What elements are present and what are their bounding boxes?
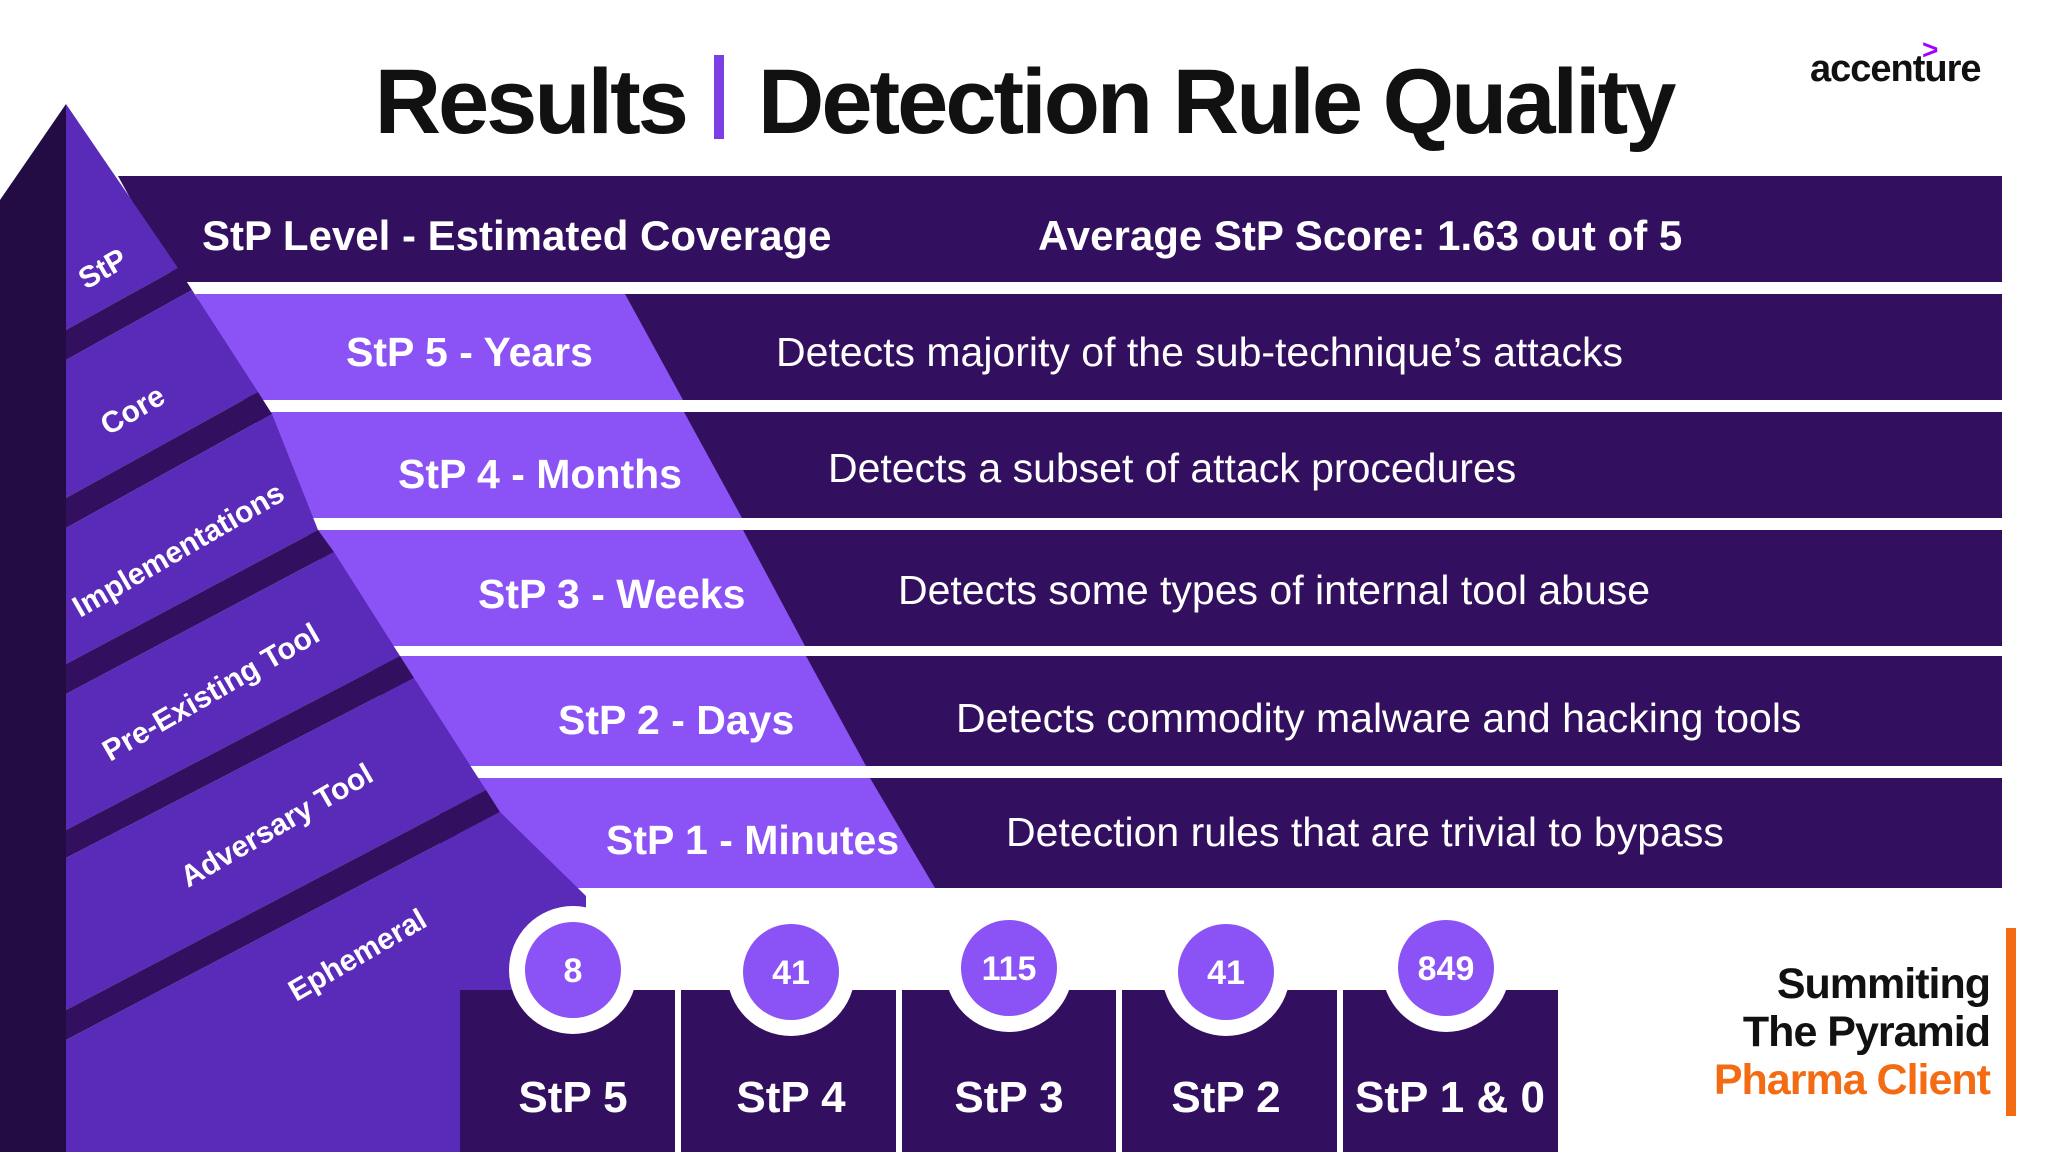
level-3-description: Detects some types of internal tool abus… xyxy=(898,567,1650,613)
title-separator xyxy=(713,55,724,139)
level-row-1-light xyxy=(425,778,935,888)
level-row-5: StP 5 - Years Detects majority of the su… xyxy=(195,294,2002,400)
page-title: Results Detection Rule Quality xyxy=(0,50,2048,160)
count-badge-stp4 xyxy=(743,924,839,1020)
level-row-2: StP 2 - Days Detects commodity malware a… xyxy=(365,656,2002,766)
pyramid-gap-3 xyxy=(66,530,334,694)
pyramid-shadow-side xyxy=(0,104,66,1152)
pyramid-layer-adversary-tool xyxy=(66,678,486,1010)
level-row-3-light xyxy=(305,530,805,646)
count-box-stp1: 849 StP 1 & 0 xyxy=(1343,904,1558,1152)
count-value-stp5: 8 xyxy=(564,952,583,990)
level-row-4: StP 4 - Months Detects a subset of attac… xyxy=(250,412,2002,518)
count-box-stp4: 41 StP 4 xyxy=(681,908,896,1152)
pyramid-shade xyxy=(0,1040,66,1152)
level-row-4-light xyxy=(250,412,742,518)
level-5-description: Detects majority of the sub-technique’s … xyxy=(776,329,1623,375)
count-label-stp2: StP 2 xyxy=(1171,1073,1280,1122)
count-value-stp1: 849 xyxy=(1418,950,1475,988)
count-box-stp2: 41 StP 2 xyxy=(1122,908,1337,1152)
count-box-stp5: 8 StP 5 xyxy=(460,906,675,1152)
level-2-label: StP 2 - Days xyxy=(558,697,794,743)
branding-accent-bar xyxy=(2006,928,2016,1116)
level-5-label: StP 5 - Years xyxy=(346,329,593,375)
count-badge-stp1 xyxy=(1398,920,1494,1016)
level-row-1: StP 1 - Minutes Detection rules that are… xyxy=(425,778,2002,888)
count-label-stp5: StP 5 xyxy=(518,1073,627,1122)
pyramid-gap-4 xyxy=(66,656,414,858)
accenture-logo: > accenture xyxy=(1810,34,1982,91)
pyramid-gap-5 xyxy=(66,790,500,1040)
count-value-stp3: 115 xyxy=(982,950,1037,988)
level-3-label: StP 3 - Weeks xyxy=(478,571,745,617)
logo-text: accenture xyxy=(1810,48,1982,90)
pyramid-layer-pre-existing-tool xyxy=(66,552,400,830)
level-row-2-light xyxy=(365,656,866,766)
count-label-stp3: StP 3 xyxy=(954,1073,1063,1122)
title-right: Detection Rule Quality xyxy=(757,51,1676,153)
pyramid: StP Core Implementations Pre-Existing To… xyxy=(0,104,586,1152)
level-4-label: StP 4 - Months xyxy=(398,451,682,497)
count-box-stp3: 115 StP 3 xyxy=(902,904,1116,1152)
header-row: StP Level - Estimated Coverage Average S… xyxy=(118,176,2002,282)
count-value-stp2: 41 xyxy=(1207,954,1245,992)
count-value-stp4: 41 xyxy=(772,954,810,992)
title-left: Results xyxy=(374,51,689,153)
summiting-branding: Summiting The Pyramid Pharma Client xyxy=(1660,960,1991,1104)
chevron-logo-icon: > xyxy=(1922,34,1938,65)
pyramid-layer-implementations xyxy=(66,414,318,664)
header-row-band xyxy=(118,176,2002,282)
level-1-description: Detection rules that are trivial to bypa… xyxy=(1006,809,1724,855)
level-row-5-light xyxy=(195,294,683,400)
pyramid-layer-ephemeral xyxy=(66,812,586,1152)
level-row-3: StP 3 - Weeks Detects some types of inte… xyxy=(305,530,2002,646)
level-2-description: Detects commodity malware and hacking to… xyxy=(956,695,1801,741)
branding-client: Pharma Client xyxy=(1713,1056,1991,1104)
count-badge-stp5 xyxy=(525,922,621,1018)
pyramid-gap-2 xyxy=(66,392,272,528)
level-1-label: StP 1 - Minutes xyxy=(606,817,899,863)
count-badge-stp3 xyxy=(961,920,1057,1016)
branding-line-2: The Pyramid xyxy=(1742,1008,1991,1056)
header-left-text: StP Level - Estimated Coverage xyxy=(202,212,831,259)
count-badge-stp2 xyxy=(1178,924,1274,1020)
count-label-stp4: StP 4 xyxy=(736,1073,846,1122)
pyramid-layer-core xyxy=(66,290,258,498)
count-label-stp1: StP 1 & 0 xyxy=(1355,1073,1545,1122)
branding-line-1: Summiting xyxy=(1776,960,1991,1008)
level-4-description: Detects a subset of attack procedures xyxy=(828,445,1516,491)
pyramid-layer-stp xyxy=(66,104,178,330)
header-right-text: Average StP Score: 1.63 out of 5 xyxy=(1038,212,1682,259)
pyramid-gap-1 xyxy=(66,268,192,360)
